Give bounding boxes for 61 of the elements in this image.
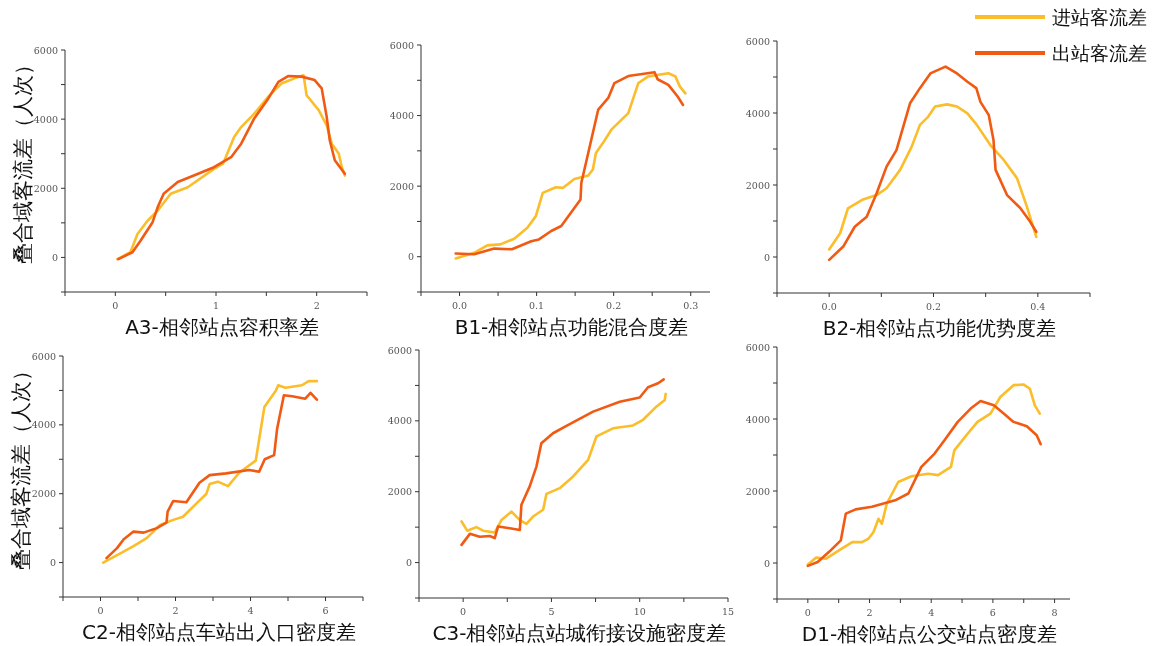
y-tick-label: 0	[763, 557, 770, 569]
y-axis-title: 叠合域客流差（人次）	[11, 54, 35, 264]
x-tick-label: 0	[460, 606, 467, 617]
x-tick-label: 0.0	[451, 300, 468, 311]
x-tick-label: 5	[548, 606, 555, 617]
x-tick-label: 10	[633, 606, 646, 617]
y-tick-label: 4000	[31, 419, 56, 431]
x-tick-label: 0	[112, 300, 119, 311]
legend-label: 出站客流差	[1052, 42, 1147, 64]
x-tick-label: 0.1	[529, 300, 545, 311]
x-tick-label: 4	[247, 605, 254, 616]
x-axis-title: B2-相邻站点功能优势度差	[822, 316, 1057, 340]
x-tick-label: 0	[97, 605, 104, 616]
y-tick-label: 4000	[387, 415, 412, 427]
y-tick-label: 6000	[745, 35, 770, 47]
x-tick-label: 2	[172, 605, 179, 616]
y-tick-label: 0	[407, 251, 414, 263]
x-tick-label: 0.4	[1030, 301, 1046, 312]
y-tick-label: 4000	[745, 107, 770, 119]
y-tick-label: 6000	[745, 341, 770, 353]
y-tick-label: 4000	[389, 110, 414, 122]
x-tick-label: 1	[212, 300, 220, 311]
y-tick-label: 4000	[745, 413, 770, 425]
x-tick-label: 0.2	[606, 300, 622, 311]
y-tick-label: 6000	[389, 39, 414, 51]
y-tick-label: 6000	[33, 44, 58, 56]
x-tick-label: 0.2	[925, 301, 942, 312]
y-tick-label: 2000	[31, 488, 56, 500]
line-series	[827, 65, 1038, 262]
legend-label: 进站客流差	[1052, 6, 1147, 28]
line-series	[460, 392, 667, 534]
x-axis-title: C2-相邻站点车站出入口密度差	[82, 620, 356, 644]
x-tick-label: 0.0	[821, 301, 837, 312]
x-axis-title: B1-相邻站点功能混合度差	[454, 315, 689, 339]
x-tick-label: 2	[866, 607, 873, 618]
y-tick-label: 0	[763, 251, 770, 263]
y-tick-label: 0	[51, 251, 58, 263]
y-tick-label: 2000	[745, 485, 770, 497]
line-series	[460, 378, 666, 547]
y-axis-title: 叠合域客流差（人次）	[9, 359, 33, 570]
x-tick-label: 6	[322, 605, 329, 616]
y-tick-label: 2000	[33, 182, 58, 194]
x-tick-label: 6	[989, 607, 996, 618]
y-tick-label: 0	[405, 557, 412, 569]
x-tick-label: 4	[928, 607, 935, 618]
x-tick-label: 2	[313, 300, 320, 311]
line-series	[827, 103, 1038, 251]
y-tick-label: 2000	[389, 180, 414, 192]
x-tick-label: 0.3	[683, 300, 699, 311]
x-tick-label: 8	[1051, 607, 1058, 618]
y-tick-label: 4000	[33, 113, 58, 125]
x-tick-label: 15	[721, 606, 735, 617]
x-axis-title: C3-相邻站点站城衔接设施密度差	[432, 621, 727, 645]
y-tick-label: 2000	[387, 486, 412, 498]
y-tick-label: 0	[49, 557, 56, 569]
x-tick-label: 0	[804, 607, 811, 618]
x-axis-title: D1-相邻站点公交站点密度差	[801, 622, 1058, 646]
x-axis-title: A3-相邻站点容积率差	[125, 315, 319, 339]
y-tick-label: 6000	[387, 344, 412, 356]
y-tick-label: 2000	[745, 179, 770, 191]
y-tick-label: 6000	[31, 350, 56, 362]
